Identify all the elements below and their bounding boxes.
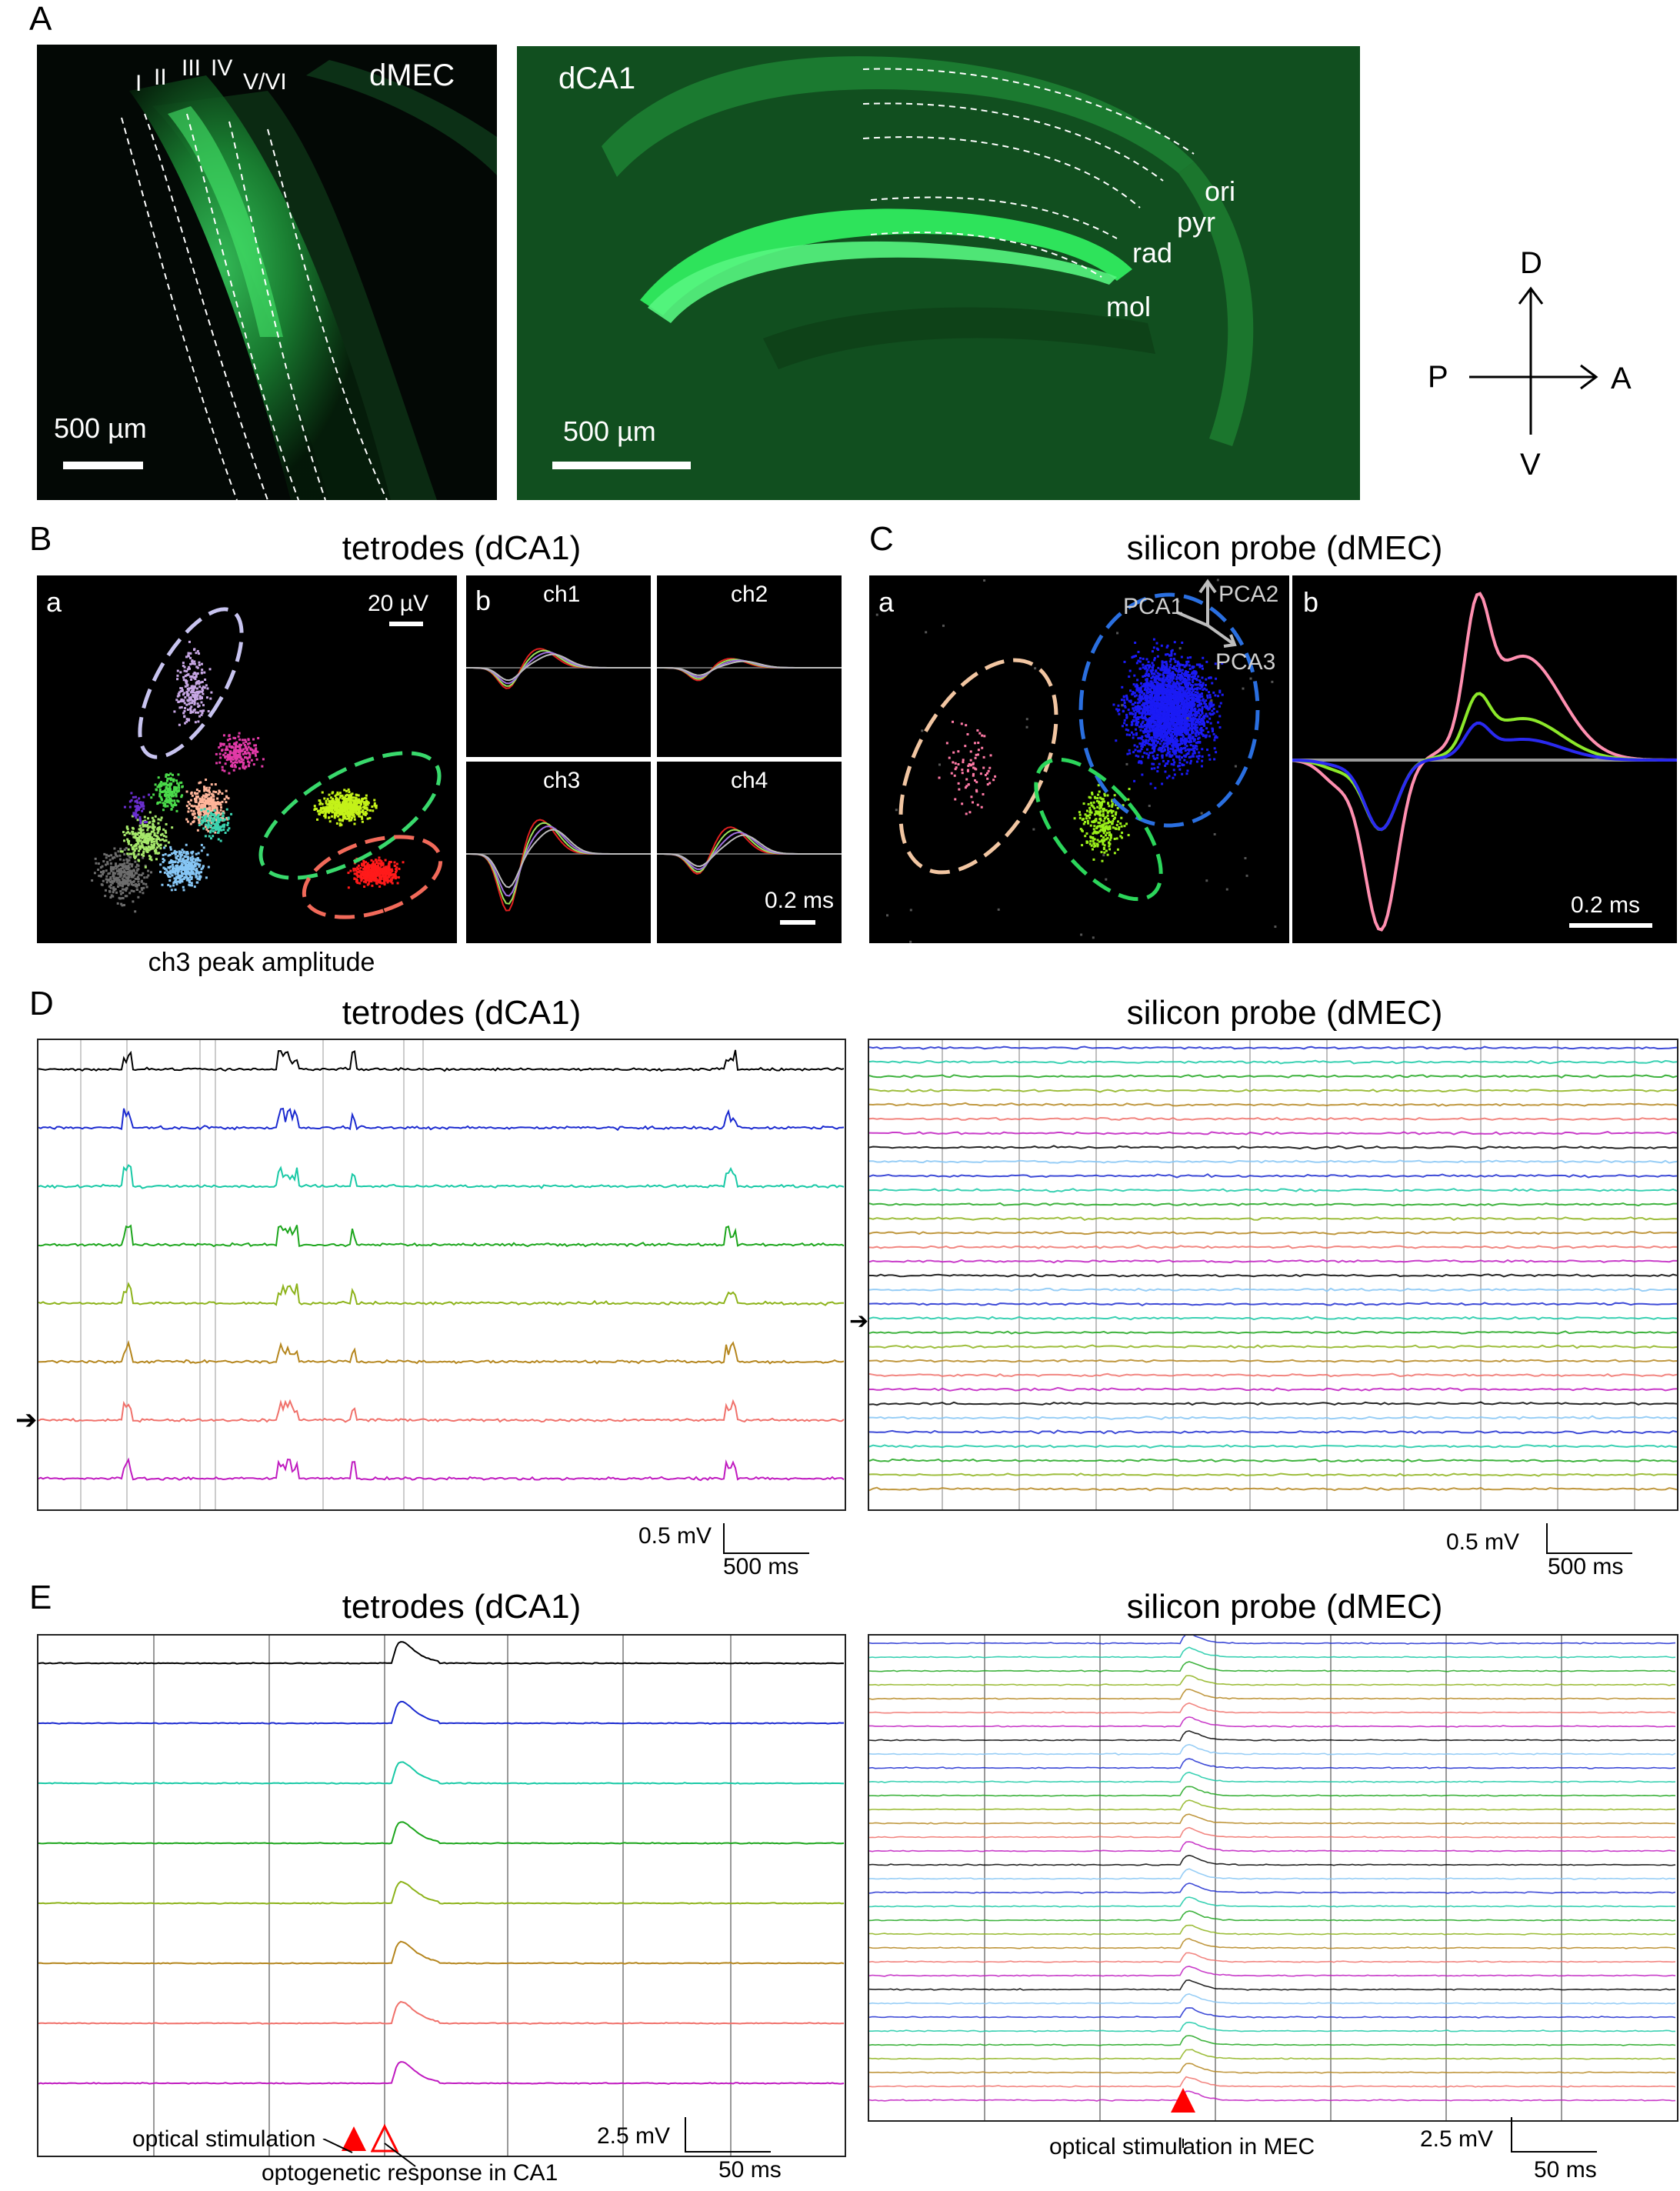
- response-marker-icon: [371, 2123, 399, 2153]
- waveform-time-scalebar-label: 0.2 ms: [765, 888, 835, 913]
- ca1-histology-image: dCA1 ori pyr rad mol 500 µm: [517, 46, 1360, 500]
- d-right-scalebar: [1546, 1523, 1632, 1554]
- panel-c-sub-b: b: [1303, 586, 1319, 618]
- mec-histology-image: I II III IV V/VI dMEC 500 µm: [37, 45, 497, 501]
- cluster-scatter-plot: a 20 µV: [37, 575, 457, 943]
- mec-layer-label-3: III: [182, 55, 202, 81]
- tetrode-lfp-traces: [37, 1039, 846, 1511]
- scatter-scalebar-label: 20 µV: [368, 591, 428, 616]
- mec-layer-label-2: II: [154, 65, 167, 90]
- mec-layer-label-5: V/VI: [243, 69, 287, 95]
- waveform-ch4: ch4 0.2 ms: [657, 762, 842, 943]
- annotation-leader-lines: [322, 2139, 1184, 2167]
- mec-stim-marker-icon: [1171, 2088, 1195, 2113]
- panel-b-sub-a: a: [46, 586, 62, 618]
- channel-label-3: ch3: [543, 768, 581, 793]
- panel-c-sub-a: a: [878, 586, 895, 618]
- probe-evoked-traces: [868, 1633, 1678, 2122]
- ca1-scalebar: [552, 462, 691, 469]
- e-left-scalebar: [685, 2117, 771, 2153]
- e-left-scale-time: 50 ms: [718, 2157, 782, 2183]
- pca-axis-label-3: PCA3: [1215, 649, 1276, 675]
- pca-axis-label-1: PCA1: [1123, 594, 1184, 619]
- channel-label-4: ch4: [731, 768, 768, 793]
- probe-channel-marker-arrow: ➔: [849, 1309, 869, 1334]
- panel-e-right-title: silicon probe (dMEC): [1126, 1588, 1443, 1626]
- d-right-scale-voltage: 0.5 mV: [1446, 1529, 1520, 1555]
- scatter-xlabel: ch3 peak amplitude: [148, 948, 375, 977]
- panel-letter-d: D: [29, 985, 54, 1022]
- scatter-ylabel: ch4 peak amplitude: [40, 649, 69, 877]
- probe-time-scalebar: [1569, 923, 1652, 928]
- stim-marker-icon: [342, 2126, 366, 2151]
- mec-layer-label-1: I: [135, 71, 142, 96]
- mec-layer-label-4: IV: [211, 55, 233, 81]
- panel-d-left-title: tetrodes (dCA1): [342, 994, 582, 1032]
- axis-label-posterior: P: [1428, 360, 1448, 394]
- waveform-ch3: ch3: [466, 762, 651, 943]
- panel-e-left-title: tetrodes (dCA1): [342, 1588, 582, 1626]
- channel-label-1: ch1: [543, 582, 581, 607]
- ca1-layer-rad: rad: [1132, 237, 1173, 268]
- pca-cluster-plot: a PCA1 PCA2 PCA3: [869, 575, 1289, 943]
- panel-b-sub-b: b: [475, 585, 492, 616]
- label-optogenetic-response: optogenetic response in CA1: [262, 2160, 558, 2186]
- ca1-layer-ori: ori: [1205, 175, 1236, 207]
- orientation-compass: D V P A: [1415, 246, 1646, 492]
- axis-label-ventral: V: [1520, 448, 1541, 482]
- axis-label-dorsal: D: [1520, 246, 1542, 280]
- waveform-ch1: ch1: [466, 575, 651, 757]
- ca1-layer-pyr: pyr: [1177, 206, 1216, 238]
- d-left-scale-time: 500 ms: [723, 1554, 799, 1579]
- waveform-time-scalebar: [780, 920, 815, 925]
- silicon-probe-waveforms: b 0.2 ms: [1292, 575, 1678, 943]
- tetrode-waveform-grid: ch1 ch2 ch3 ch4 0.2 ms b: [466, 575, 842, 943]
- d-right-scale-time: 500 ms: [1548, 1554, 1624, 1579]
- scatter-scalebar: [389, 622, 423, 626]
- e-right-scalebar: [1511, 2117, 1597, 2153]
- e-left-scale-voltage: 2.5 mV: [597, 2123, 671, 2149]
- panel-letter-e: E: [29, 1579, 52, 1616]
- ca1-scalebar-label: 500 µm: [563, 415, 656, 447]
- channel-marker-arrow: ➔: [15, 1406, 38, 1435]
- panel-d-right-title: silicon probe (dMEC): [1126, 994, 1443, 1032]
- panel-b-title: tetrodes (dCA1): [342, 529, 582, 567]
- axis-label-anterior: A: [1611, 362, 1632, 395]
- e-right-scale-voltage: 2.5 mV: [1420, 2126, 1494, 2152]
- panel-letter-b: B: [29, 520, 52, 558]
- probe-time-scalebar-label: 0.2 ms: [1571, 892, 1641, 918]
- waveform-ch2: ch2: [657, 575, 842, 757]
- d-left-scalebar: [723, 1523, 809, 1554]
- panel-letter-a: A: [29, 0, 52, 38]
- e-right-scale-time: 50 ms: [1534, 2157, 1597, 2183]
- tetrode-evoked-traces: [37, 1634, 846, 2157]
- d-left-scale-voltage: 0.5 mV: [638, 1523, 712, 1549]
- probe-lfp-traces: [868, 1039, 1678, 1511]
- pca-axis-label-2: PCA2: [1218, 582, 1279, 607]
- ca1-layer-mol: mol: [1106, 291, 1152, 322]
- channel-label-2: ch2: [731, 582, 768, 607]
- label-optical-stimulation-mec: optical stimulation in MEC: [1049, 2134, 1315, 2159]
- panel-c-title: silicon probe (dMEC): [1126, 529, 1443, 567]
- mec-scalebar: [63, 462, 143, 469]
- label-optical-stimulation: optical stimulation: [132, 2126, 316, 2152]
- mec-scalebar-label: 500 µm: [54, 412, 147, 444]
- mec-region-label: dMEC: [369, 58, 455, 92]
- ca1-region-label: dCA1: [558, 62, 636, 95]
- panel-letter-c: C: [869, 520, 894, 558]
